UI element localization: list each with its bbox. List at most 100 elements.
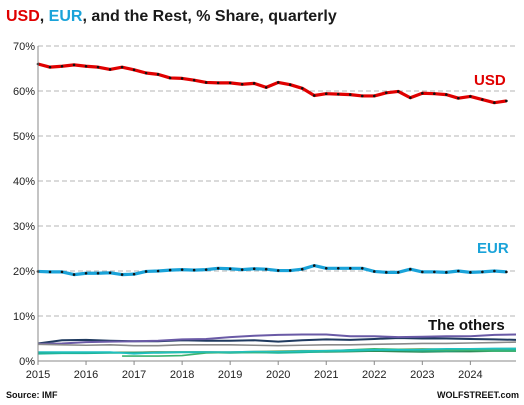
usd-data-point [132, 68, 136, 72]
eur-data-point [421, 270, 424, 274]
eur-data-point [433, 270, 436, 274]
usd-data-point [156, 73, 160, 76]
series-layer [36, 62, 508, 277]
eur-data-point [192, 268, 196, 272]
eur-data-point [168, 268, 172, 272]
eur-data-point [216, 267, 220, 270]
eur-data-point [360, 267, 364, 270]
usd-data-point [120, 65, 124, 69]
x-tick-label: 2016 [74, 369, 98, 381]
usd-data-point [96, 65, 100, 69]
eur-data-point [469, 271, 472, 274]
source-note: Source: IMF [6, 390, 58, 400]
usd-data-point [336, 92, 340, 96]
eur-data-point [84, 271, 88, 275]
usd-data-point [216, 81, 220, 85]
usd-series-line [37, 62, 507, 105]
y-tick-label: 40% [13, 176, 35, 188]
usd-data-point [300, 87, 304, 90]
eur-data-point [312, 264, 316, 267]
eur-data-point [493, 269, 496, 273]
usd-data-point [505, 99, 508, 103]
eur-data-point [384, 271, 388, 274]
eur-data-point [132, 272, 136, 276]
eur-data-point [264, 267, 268, 271]
others-layer [37, 333, 517, 357]
usd-data-point [108, 68, 112, 71]
usd-data-point [192, 78, 196, 82]
usd-data-point [372, 94, 376, 98]
others-series-label: The others [428, 317, 505, 334]
usd-data-point [445, 93, 448, 96]
chart-title: USD, EUR, and the Rest, % Share, quarter… [6, 8, 337, 26]
x-tick-label: 2015 [26, 369, 50, 381]
eur-data-point [481, 270, 484, 274]
eur-data-point [457, 269, 460, 273]
eur-data-point [144, 270, 148, 273]
y-tick-label: 0% [19, 356, 35, 368]
x-tick-label: 2021 [314, 369, 338, 381]
eur-data-point [505, 270, 508, 274]
usd-data-point [252, 82, 256, 85]
y-tick-label: 20% [13, 266, 35, 278]
eur-data-point [60, 270, 64, 274]
y-tick-label: 50% [13, 131, 35, 143]
usd-data-point [360, 94, 364, 98]
others-series-line [38, 347, 516, 355]
usd-data-point [144, 71, 148, 75]
eur-data-point [409, 267, 412, 271]
eur-series-label: EUR [477, 240, 509, 257]
usd-data-point [288, 83, 292, 86]
usd-data-point [312, 94, 316, 97]
usd-data-point [324, 92, 328, 95]
brand-logo-text: WOLFSTREET.com [437, 390, 519, 400]
others-series-line [37, 333, 517, 345]
usd-data-point [264, 86, 268, 89]
eur-data-point [252, 267, 256, 271]
grid-layer [38, 45, 516, 317]
usd-data-point [421, 91, 424, 95]
others-series-line [37, 341, 517, 347]
usd-data-point [60, 64, 64, 68]
usd-data-point [276, 81, 280, 84]
eur-data-point [372, 270, 376, 273]
eur-data-point [300, 267, 304, 271]
eur-data-point [96, 271, 100, 275]
eur-data-point [276, 269, 280, 272]
x-tick-label: 2018 [170, 369, 194, 381]
usd-data-point [493, 101, 496, 104]
title-sep: , [39, 8, 49, 25]
eur-data-point [445, 271, 448, 274]
usd-data-point [204, 81, 208, 84]
usd-data-point [168, 76, 172, 80]
eur-data-point [204, 268, 208, 271]
eur-data-point [108, 271, 112, 275]
x-tick-label: 2022 [362, 369, 386, 381]
usd-data-point [228, 81, 232, 85]
axis-layer: 0% 10% 20% 30% 40% 50% 60% 70% 2015 2016 2017 2018 2… [13, 41, 516, 381]
eur-data-point [120, 273, 124, 276]
eur-data-point [348, 267, 352, 270]
y-tick-label: 70% [13, 41, 35, 53]
x-tick-label: 2019 [218, 369, 242, 381]
usd-data-point [180, 77, 184, 80]
usd-data-point [240, 82, 244, 86]
title-usd: USD [6, 8, 40, 25]
x-tick-label: 2017 [122, 369, 146, 381]
x-tick-label: 2023 [410, 369, 434, 381]
eur-data-point [48, 270, 52, 274]
usd-data-point [457, 96, 460, 100]
eur-data-point [180, 268, 184, 271]
eur-data-point [156, 269, 160, 273]
usd-data-point [397, 90, 400, 93]
usd-data-point [348, 93, 352, 96]
eur-data-point [397, 271, 400, 274]
usd-data-point [433, 92, 436, 95]
eur-data-point [72, 273, 76, 276]
usd-series-label: USD [474, 72, 506, 89]
eur-data-point [228, 267, 232, 271]
usd-data-point [84, 64, 88, 68]
usd-data-point [48, 65, 52, 69]
